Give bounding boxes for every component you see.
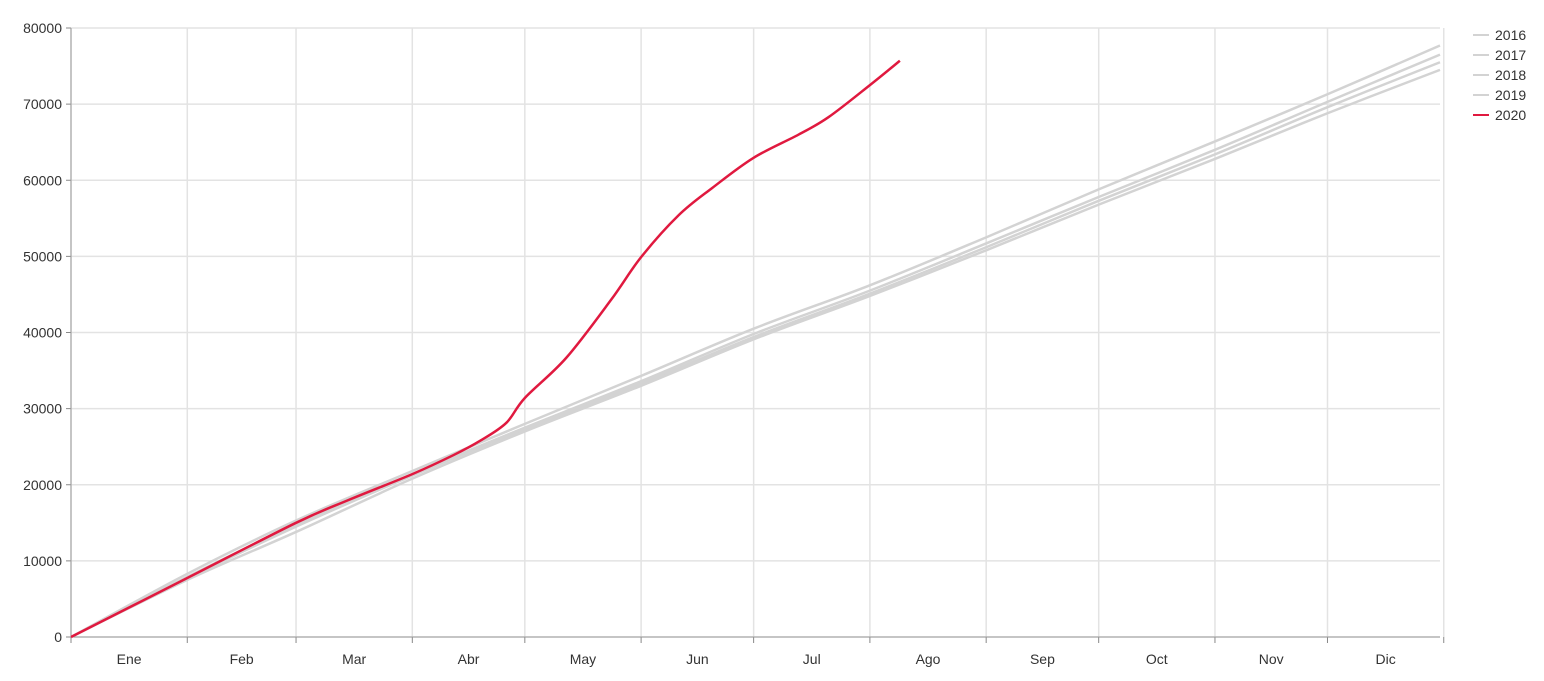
y-tick-label: 40000 [23, 325, 62, 341]
series-line-2017 [70, 53, 1441, 639]
series-line-2019 [70, 68, 1441, 639]
x-tick-label: Dic [1375, 651, 1395, 667]
x-axis: Ene Feb Mar Abr May Jun Jul Ago Sep Oct Nov Dic [70, 636, 1445, 667]
x-tick-label: Mar [342, 651, 366, 667]
x-tick-label: Jul [803, 651, 821, 667]
y-tick-label: 0 [54, 629, 62, 645]
legend-label-2020: 2020 [1495, 107, 1526, 123]
x-tick-label: Ago [916, 651, 941, 667]
series-line-2020 [70, 59, 901, 639]
legend-label-2017: 2017 [1495, 47, 1526, 63]
x-tick-label: Oct [1146, 651, 1168, 667]
y-tick-label: 20000 [23, 477, 62, 493]
x-tick-label: Feb [230, 651, 254, 667]
x-tick-label: Ene [117, 651, 142, 667]
x-tick-label: May [570, 651, 596, 667]
legend-label-2018: 2018 [1495, 67, 1526, 83]
grid [70, 27, 1445, 638]
legend-label-2016: 2016 [1495, 27, 1526, 43]
y-tick-label: 10000 [23, 553, 62, 569]
x-tick-label: Jun [686, 651, 709, 667]
series-line-2018 [70, 61, 1441, 639]
series-lines [70, 44, 1441, 639]
series-line-2016 [70, 44, 1441, 639]
y-tick-label: 70000 [23, 96, 62, 112]
legend: 2016 2017 2018 2019 2020 [1473, 27, 1526, 123]
legend-label-2019: 2019 [1495, 87, 1526, 103]
y-tick-label: 50000 [23, 248, 62, 264]
y-tick-label: 30000 [23, 401, 62, 417]
y-tick-label: 60000 [23, 172, 62, 188]
y-axis: 0 10000 20000 30000 40000 50000 60000 70000 8000… [23, 20, 72, 645]
x-tick-label: Sep [1030, 651, 1055, 667]
y-tick-label: 80000 [23, 20, 62, 36]
x-tick-label: Nov [1259, 651, 1284, 667]
x-tick-label: Abr [458, 651, 480, 667]
